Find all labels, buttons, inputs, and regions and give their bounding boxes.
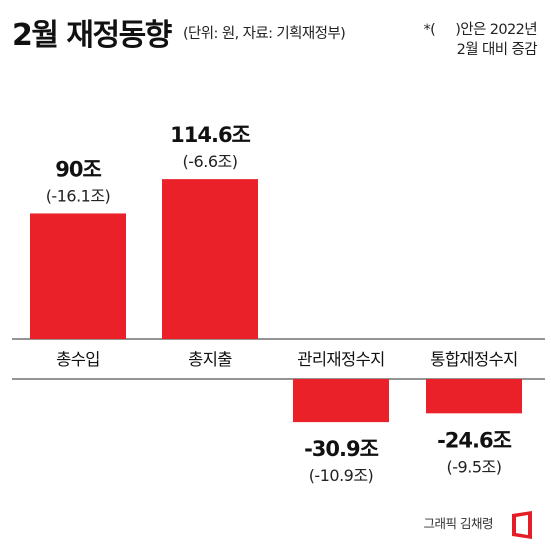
bar-3 <box>293 379 389 423</box>
category-label-1: 총수입 <box>56 350 100 369</box>
category-label-3: 관리재정수지 <box>297 350 384 369</box>
change-note-line1: *( )안은 2022년 <box>423 22 537 38</box>
value-label-2: 114.6조 <box>170 123 250 147</box>
value-label-4: -24.6조 <box>437 428 512 452</box>
category-label-2: 총지출 <box>188 350 232 369</box>
bar-2 <box>162 179 258 339</box>
logo-mark-icon <box>512 511 532 539</box>
graphic-credit: 그래픽 김채령 <box>423 516 494 531</box>
category-label-4: 통합재정수지 <box>430 350 517 369</box>
change-label-2: (-6.6조) <box>183 152 238 171</box>
chart-title: 2월 재정동향 <box>12 18 172 53</box>
unit-source-note: (단위: 원, 자료: 기획재정부) <box>183 26 346 42</box>
change-label-3: (-10.9조) <box>309 466 374 485</box>
change-note: *( )안은 2022년 2월 대비 증감 <box>423 20 537 60</box>
change-note-line2: 2월 대비 증감 <box>456 42 538 58</box>
bar-4 <box>426 379 522 414</box>
change-label-1: (-16.1조) <box>46 186 111 205</box>
value-label-3: -30.9조 <box>304 437 379 461</box>
change-label-4: (-9.5조) <box>447 457 502 476</box>
value-label-1: 90조 <box>55 157 101 181</box>
bar-1 <box>30 213 126 339</box>
